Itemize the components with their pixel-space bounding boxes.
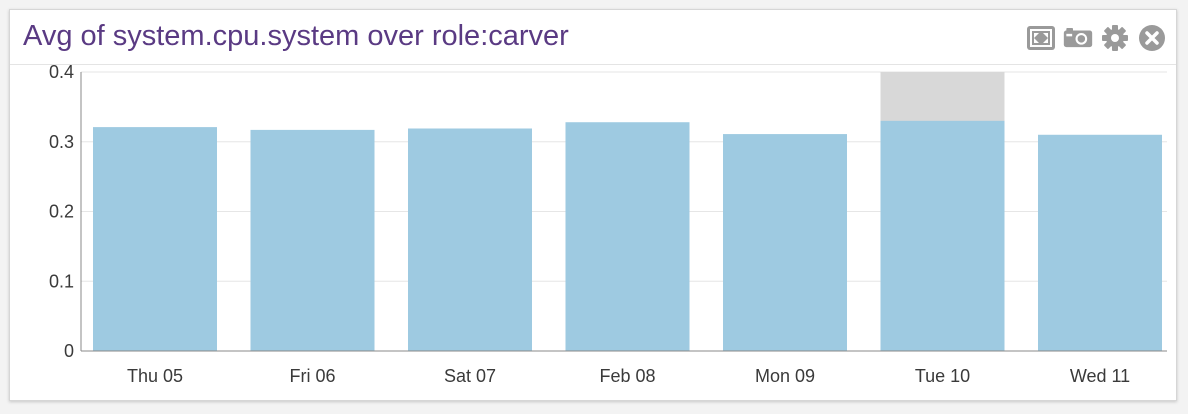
gear-icon — [1102, 25, 1128, 51]
fullscreen-icon — [1027, 26, 1055, 50]
y-tick-label: 0.4 — [49, 62, 74, 82]
y-tick-label: 0.3 — [49, 132, 74, 152]
y-tick-label: 0.2 — [49, 202, 74, 222]
snapshot-button[interactable] — [1063, 24, 1093, 52]
x-tick-label: Fri 06 — [289, 366, 335, 386]
bar-mon-09[interactable] — [723, 134, 847, 351]
x-tick-label: Tue 10 — [915, 366, 970, 386]
bar-tue-10[interactable] — [880, 120, 1005, 351]
y-tick-label: 0.1 — [49, 271, 74, 291]
settings-button[interactable] — [1100, 24, 1130, 52]
bar-sat-07[interactable] — [408, 128, 532, 351]
x-tick-label: Mon 09 — [755, 366, 815, 386]
bar-wed-11[interactable] — [1038, 134, 1162, 351]
x-tick-label: Sat 07 — [444, 366, 496, 386]
x-tick-label: Wed 11 — [1070, 366, 1130, 386]
bar-chart: 0 0.1 0.2 0.3 0.4 Thu 05 Fri 06 Sat 07 Feb 08 Mon… — [49, 62, 1167, 386]
bar-thu-05[interactable] — [93, 127, 217, 351]
bar-fri-06[interactable] — [250, 129, 375, 351]
close-icon — [1139, 25, 1165, 51]
bar-feb-08[interactable] — [565, 122, 690, 351]
camera-icon — [1063, 28, 1093, 48]
y-tick-label: 0 — [64, 341, 74, 361]
x-tick-label: Feb 08 — [599, 366, 655, 386]
chart-widget: Avg of system.cpu.system over role:carve… — [9, 9, 1177, 401]
fullscreen-button[interactable] — [1026, 24, 1056, 52]
close-button[interactable] — [1137, 24, 1167, 52]
widget-toolbar — [1026, 24, 1167, 52]
widget-title: Avg of system.cpu.system over role:carve… — [23, 20, 569, 52]
x-tick-label: Thu 05 — [127, 366, 183, 386]
widget-header: Avg of system.cpu.system over role:carve… — [10, 10, 1176, 65]
